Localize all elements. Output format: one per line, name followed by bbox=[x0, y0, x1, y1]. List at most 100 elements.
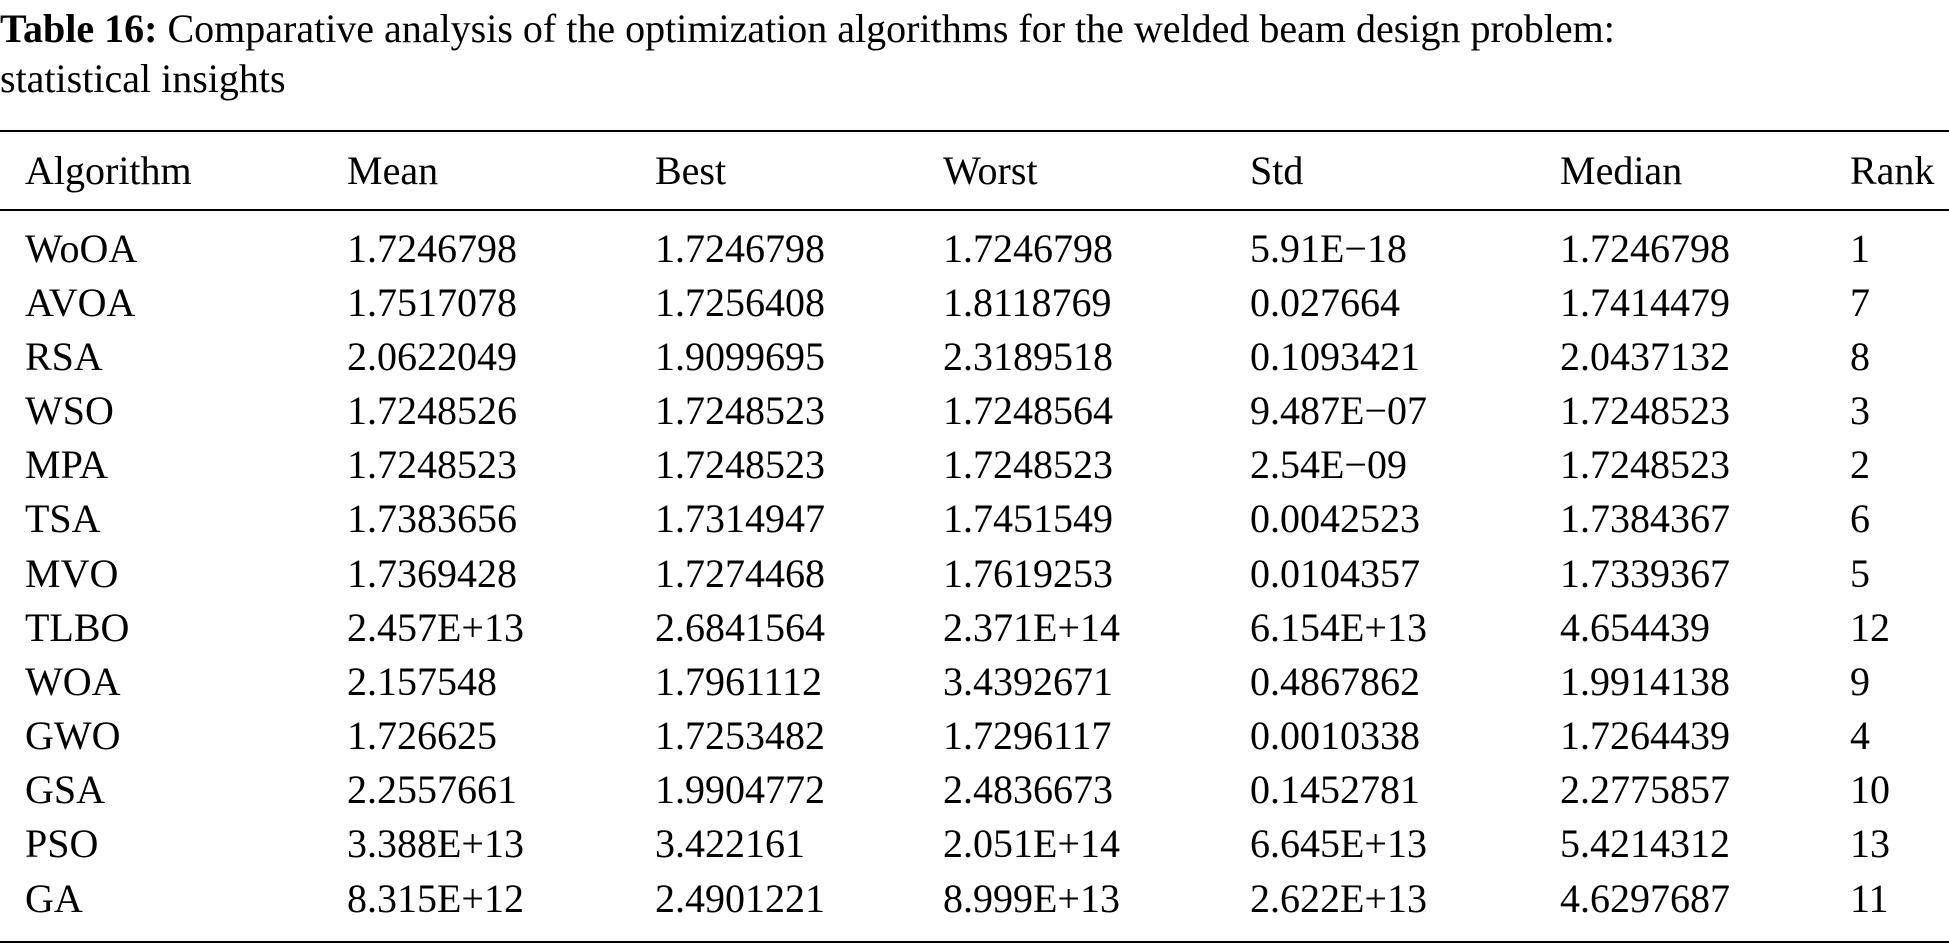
cell-rank: 7 bbox=[1850, 279, 1870, 325]
cell-mean: 3.388E+13 bbox=[347, 821, 524, 867]
cell-median: 1.7248523 bbox=[1560, 442, 1730, 488]
cell-worst: 3.4392671 bbox=[943, 658, 1113, 704]
cell-median: 4.6297687 bbox=[1560, 875, 1730, 921]
cell-mean: 1.7248523 bbox=[347, 442, 517, 488]
cell-median: 1.7414479 bbox=[1560, 279, 1730, 325]
cell-best: 1.7253482 bbox=[655, 713, 825, 759]
cell-std: 0.1452781 bbox=[1250, 767, 1420, 813]
cell-algorithm: WOA bbox=[25, 658, 121, 704]
cell-median: 4.654439 bbox=[1560, 604, 1710, 650]
cell-mean: 1.7369428 bbox=[347, 550, 517, 596]
table-row: WSO 1.7248526 1.7248523 1.7248564 9.487E−07 1… bbox=[0, 383, 1949, 437]
cell-rank: 13 bbox=[1850, 821, 1890, 867]
header-best: Best bbox=[655, 148, 727, 193]
cell-std: 2.54E−09 bbox=[1250, 442, 1407, 488]
cell-mean: 1.726625 bbox=[347, 713, 497, 759]
cell-algorithm: TSA bbox=[25, 496, 101, 542]
table-row: AVOA 1.7517078 1.7256408 1.8118769 0.027664 1… bbox=[0, 275, 1949, 329]
table-bottom-rule bbox=[0, 941, 1949, 943]
cell-rank: 9 bbox=[1850, 658, 1870, 704]
table-row: GWO 1.726625 1.7253482 1.7296117 0.0010338 1.… bbox=[0, 709, 1949, 763]
cell-std: 0.4867862 bbox=[1250, 658, 1420, 704]
cell-algorithm: MVO bbox=[25, 550, 119, 596]
cell-std: 6.645E+13 bbox=[1250, 821, 1427, 867]
header-mean: Mean bbox=[347, 148, 439, 193]
caption-line-1: Table 16: Comparative analysis of the op… bbox=[0, 4, 1949, 54]
statistics-table: Algorithm Mean Best Worst Std Median Ran… bbox=[0, 132, 1949, 925]
table-row: MVO 1.7369428 1.7274468 1.7619253 0.0104357 1… bbox=[0, 546, 1949, 600]
cell-best: 2.6841564 bbox=[655, 604, 825, 650]
cell-best: 1.7246798 bbox=[655, 225, 825, 271]
table-row: GA 8.315E+12 2.4901221 8.999E+13 2.622E+13 4.… bbox=[0, 871, 1949, 925]
cell-mean: 1.7248526 bbox=[347, 387, 517, 433]
cell-algorithm: WoOA bbox=[25, 225, 138, 271]
cell-std: 6.154E+13 bbox=[1250, 604, 1427, 650]
cell-std: 5.91E−18 bbox=[1250, 225, 1407, 271]
cell-best: 1.9099695 bbox=[655, 333, 825, 379]
cell-worst: 1.7248523 bbox=[943, 442, 1113, 488]
cell-median: 2.0437132 bbox=[1560, 333, 1730, 379]
table-body: WoOA 1.7246798 1.7246798 1.7246798 5.91E−18 1… bbox=[0, 209, 1949, 925]
cell-worst: 1.7248564 bbox=[943, 387, 1113, 433]
cell-best: 1.7274468 bbox=[655, 550, 825, 596]
cell-rank: 1 bbox=[1850, 225, 1870, 271]
cell-worst: 2.051E+14 bbox=[943, 821, 1120, 867]
cell-mean: 2.2557661 bbox=[347, 767, 517, 813]
cell-std: 0.1093421 bbox=[1250, 333, 1420, 379]
cell-worst: 1.7296117 bbox=[943, 713, 1112, 759]
cell-mean: 1.7383656 bbox=[347, 496, 517, 542]
header-median: Median bbox=[1560, 148, 1683, 193]
table-row: TLBO 2.457E+13 2.6841564 2.371E+14 6.154E+13… bbox=[0, 600, 1949, 654]
cell-best: 3.422161 bbox=[655, 821, 805, 867]
cell-std: 9.487E−07 bbox=[1250, 387, 1427, 433]
cell-best: 1.7248523 bbox=[655, 442, 825, 488]
cell-algorithm: TLBO bbox=[25, 604, 130, 650]
cell-best: 1.7256408 bbox=[655, 279, 825, 325]
table-header-rule bbox=[0, 209, 1949, 211]
cell-rank: 10 bbox=[1850, 767, 1890, 813]
caption-line-2: statistical insights bbox=[0, 56, 286, 101]
header-worst: Worst bbox=[943, 148, 1038, 193]
cell-best: 1.7961112 bbox=[655, 658, 823, 704]
cell-std: 0.027664 bbox=[1250, 279, 1400, 325]
cell-rank: 3 bbox=[1850, 387, 1870, 433]
table-header: Algorithm Mean Best Worst Std Median Ran… bbox=[0, 132, 1949, 209]
cell-algorithm: RSA bbox=[25, 333, 103, 379]
cell-best: 2.4901221 bbox=[655, 875, 825, 921]
table-caption: Table 16: Comparative analysis of the op… bbox=[0, 4, 1949, 104]
cell-median: 1.7384367 bbox=[1560, 496, 1730, 542]
cell-mean: 2.0622049 bbox=[347, 333, 517, 379]
cell-worst: 1.8118769 bbox=[943, 279, 1112, 325]
cell-worst: 1.7451549 bbox=[943, 496, 1113, 542]
cell-worst: 8.999E+13 bbox=[943, 875, 1120, 921]
cell-median: 1.9914138 bbox=[1560, 658, 1730, 704]
header-row: Algorithm Mean Best Worst Std Median Ran… bbox=[0, 132, 1949, 209]
cell-mean: 2.157548 bbox=[347, 658, 497, 704]
cell-best: 1.9904772 bbox=[655, 767, 825, 813]
caption-label: Table 16: bbox=[0, 6, 158, 51]
cell-mean: 8.315E+12 bbox=[347, 875, 524, 921]
header-algorithm: Algorithm bbox=[25, 148, 192, 193]
cell-worst: 2.3189518 bbox=[943, 333, 1113, 379]
cell-mean: 2.457E+13 bbox=[347, 604, 524, 650]
cell-rank: 2 bbox=[1850, 442, 1870, 488]
cell-rank: 12 bbox=[1850, 604, 1890, 650]
cell-rank: 4 bbox=[1850, 713, 1870, 759]
cell-median: 1.7246798 bbox=[1560, 225, 1730, 271]
caption-text: Comparative analysis of the optimization… bbox=[157, 6, 1615, 51]
cell-worst: 1.7246798 bbox=[943, 225, 1113, 271]
cell-std: 2.622E+13 bbox=[1250, 875, 1427, 921]
cell-algorithm: MPA bbox=[25, 442, 109, 488]
cell-mean: 1.7246798 bbox=[347, 225, 517, 271]
table-row: MPA 1.7248523 1.7248523 1.7248523 2.54E−09 1.… bbox=[0, 438, 1949, 492]
cell-median: 1.7248523 bbox=[1560, 387, 1730, 433]
cell-median: 5.4214312 bbox=[1560, 821, 1730, 867]
cell-algorithm: WSO bbox=[25, 387, 114, 433]
cell-rank: 5 bbox=[1850, 550, 1870, 596]
table-top-rule bbox=[0, 130, 1949, 132]
cell-std: 0.0104357 bbox=[1250, 550, 1420, 596]
table-row: TSA 1.7383656 1.7314947 1.7451549 0.0042523 1… bbox=[0, 492, 1949, 546]
header-rank: Rank bbox=[1850, 148, 1935, 193]
table-row: WoOA 1.7246798 1.7246798 1.7246798 5.91E−18 1… bbox=[0, 209, 1949, 275]
